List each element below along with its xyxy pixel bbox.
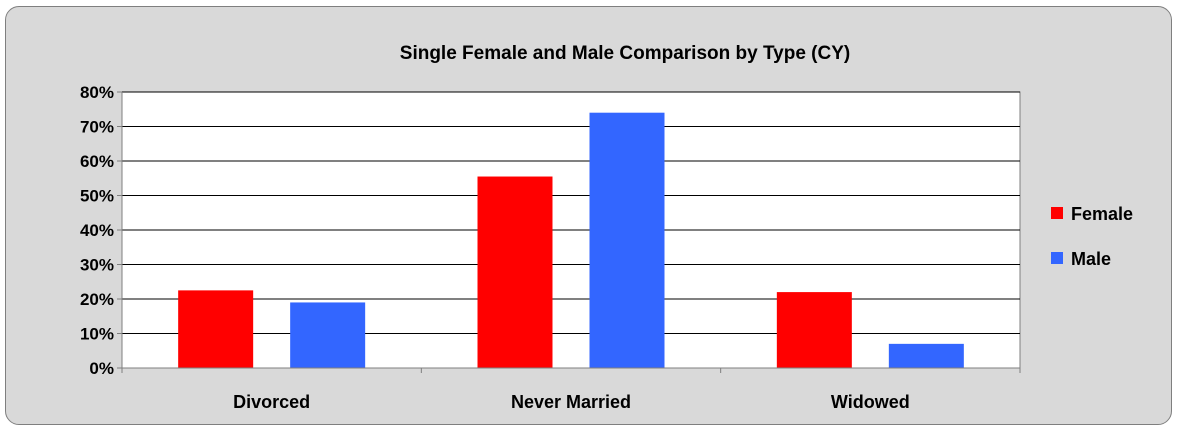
bar-female-divorced bbox=[178, 290, 254, 368]
legend: Female Male bbox=[1051, 204, 1133, 269]
bar-female-never-married bbox=[477, 176, 553, 368]
legend-label-male: Male bbox=[1071, 249, 1111, 269]
bar-female-widowed bbox=[776, 292, 852, 368]
y-tick-label: 0% bbox=[89, 359, 114, 378]
legend-swatch-male bbox=[1051, 252, 1063, 264]
bar-male-divorced bbox=[290, 302, 366, 368]
y-axis: 0% 10% 20% 30% 40% 50% 60% 70% 80% bbox=[80, 83, 123, 378]
x-tick-label: Divorced bbox=[233, 392, 310, 412]
y-tick-label: 40% bbox=[80, 221, 114, 240]
y-tick-label: 10% bbox=[80, 325, 114, 344]
y-tick-label: 60% bbox=[80, 152, 114, 171]
x-tick-label: Never Married bbox=[511, 392, 631, 412]
y-tick-label: 30% bbox=[80, 256, 114, 275]
x-axis: Divorced Never Married Widowed bbox=[121, 367, 1021, 412]
legend-swatch-female bbox=[1051, 207, 1063, 219]
legend-label-female: Female bbox=[1071, 204, 1133, 224]
gridlines bbox=[122, 91, 1020, 334]
y-tick-label: 80% bbox=[80, 83, 114, 102]
bar-male-widowed bbox=[888, 343, 964, 368]
bar-male-never-married bbox=[589, 112, 665, 368]
y-tick-label: 70% bbox=[80, 118, 114, 137]
y-tick-label: 50% bbox=[80, 187, 114, 206]
x-tick-label: Widowed bbox=[831, 392, 910, 412]
y-tick-label: 20% bbox=[80, 290, 114, 309]
bars bbox=[178, 112, 964, 368]
chart-title: Single Female and Male Comparison by Typ… bbox=[400, 43, 850, 64]
